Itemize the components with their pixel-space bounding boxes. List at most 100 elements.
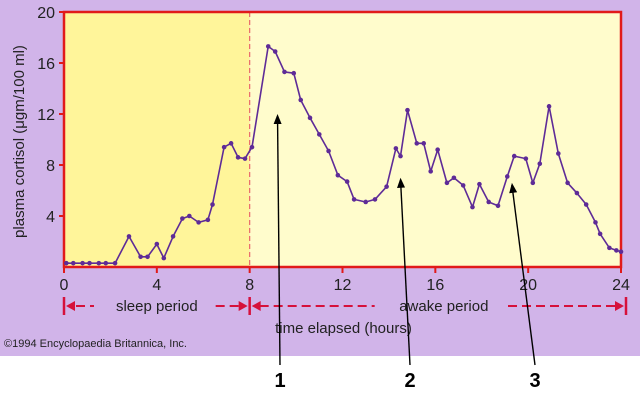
data-point (228, 141, 234, 146)
data-point (205, 217, 211, 223)
data-point (335, 172, 341, 178)
data-point (414, 141, 420, 146)
data-point (372, 197, 378, 202)
data-point (103, 260, 109, 266)
x-tick-label: 20 (519, 277, 537, 294)
data-point (126, 234, 132, 239)
callout-2-arrowhead (397, 177, 406, 188)
data-point (282, 69, 287, 75)
data-point (210, 202, 215, 207)
axes: 0 4 8 12 16 20 24 4 8 12 16 20 (37, 5, 630, 294)
data-point (138, 254, 143, 260)
data-point (470, 204, 475, 210)
data-point (495, 203, 501, 209)
data-point (421, 141, 427, 146)
callout-3-label: 3 (529, 370, 540, 392)
x-tick-label: 12 (334, 277, 352, 294)
y-axis-label: plasma cortisol (μgm/100 ml) (11, 45, 28, 238)
data-point (344, 179, 350, 184)
data-point (180, 216, 185, 221)
data-point (398, 153, 403, 159)
y-tick-label: 4 (46, 209, 55, 226)
x-tick-label: 8 (245, 277, 254, 294)
data-point (326, 148, 331, 154)
data-point (363, 199, 369, 205)
callout-1-label: 1 (274, 370, 285, 392)
arrowhead (615, 301, 624, 311)
awake-period-label: awake period (399, 298, 488, 315)
data-point (451, 175, 457, 181)
data-point (272, 49, 278, 54)
data-point (597, 231, 603, 237)
data-point (196, 220, 201, 225)
data-point (161, 255, 167, 261)
callout-1-line (276, 115, 281, 366)
x-tick-label: 24 (612, 277, 630, 294)
data-point (556, 151, 561, 156)
data-point (435, 147, 440, 152)
data-point (583, 202, 589, 207)
data-point (546, 104, 552, 109)
data-point (265, 44, 271, 49)
sleep-region (64, 12, 250, 267)
series-line-group (66, 45, 622, 265)
data-point (477, 181, 482, 187)
data-point (523, 156, 529, 161)
x-axis-label: time elapsed (hours) (275, 320, 412, 337)
data-point (187, 213, 192, 219)
data-point (112, 260, 118, 266)
data-point (307, 115, 313, 121)
data-point (460, 183, 466, 188)
data-point (154, 241, 160, 247)
data-point (504, 174, 510, 179)
data-point (249, 144, 255, 150)
data-point (530, 180, 536, 186)
data-point (428, 169, 433, 174)
data-point (298, 97, 304, 103)
data-point (64, 260, 69, 266)
callout-1-arrowhead (273, 114, 282, 125)
data-point (574, 190, 580, 196)
y-tick-label: 16 (37, 56, 55, 73)
x-tick-label: 16 (426, 277, 444, 294)
data-point (384, 184, 389, 189)
data-point (235, 155, 241, 160)
data-point (170, 234, 176, 239)
data-point (565, 180, 570, 186)
cortisol-series-line (66, 45, 622, 265)
awake-region (249, 12, 621, 267)
data-point (511, 153, 517, 159)
data-point (291, 70, 297, 76)
y-tick-label: 12 (37, 107, 55, 124)
data-point (221, 144, 227, 150)
data-point (80, 260, 85, 266)
data-point (242, 156, 248, 161)
data-point (444, 180, 450, 186)
callout-2-line (399, 179, 411, 366)
data-point (607, 245, 612, 251)
arrowhead (238, 301, 248, 311)
copyright-text: ©1994 Encyclopaedia Britannica, Inc. (4, 338, 187, 350)
callout-3-line (511, 184, 536, 366)
data-point (393, 146, 399, 151)
data-point (618, 249, 624, 254)
data-point (486, 199, 492, 205)
data-point (351, 197, 357, 202)
x-tick-label: 0 (60, 277, 69, 294)
callout-2-label: 2 (404, 370, 415, 392)
arrowhead (66, 301, 75, 311)
x-tick-label: 4 (152, 277, 161, 294)
series-points-group (64, 44, 624, 266)
data-point (614, 248, 619, 253)
data-point (96, 260, 102, 266)
data-point (537, 161, 543, 167)
data-point (145, 254, 150, 260)
y-tick-label: 20 (37, 5, 55, 22)
data-point (405, 107, 410, 113)
data-point (593, 220, 598, 225)
data-point (87, 260, 92, 266)
data-point (70, 260, 76, 266)
